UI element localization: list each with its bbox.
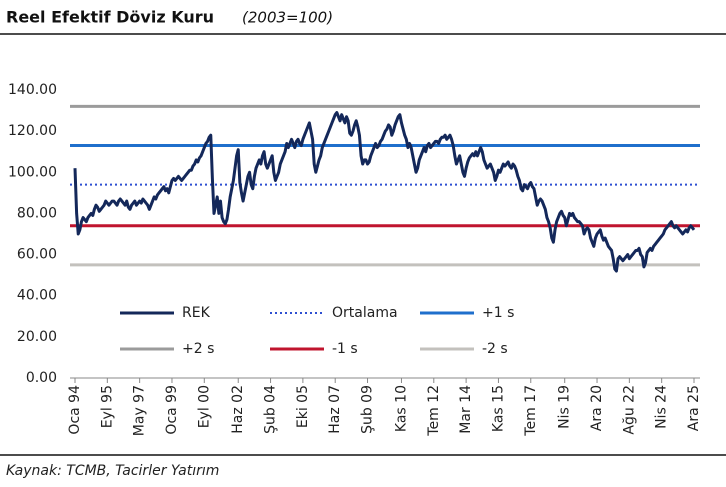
x-tick-label: Oca 94: [67, 385, 83, 435]
x-tick-label: Ağu 22: [621, 385, 637, 435]
y-tick-label: 40.00: [17, 288, 57, 304]
legend-label: +1 s: [482, 305, 514, 321]
y-tick-label: 20.00: [17, 329, 57, 345]
y-tick-label: 140.00: [8, 82, 57, 98]
x-tick-label: Haz 07: [327, 385, 343, 434]
legend-label: -1 s: [332, 341, 358, 357]
y-tick-label: 60.00: [17, 247, 57, 263]
x-tick-label: Nis 24: [654, 385, 670, 429]
y-tick-label: 120.00: [8, 123, 57, 139]
legend-label: -2 s: [482, 341, 508, 357]
legend-label: REK: [182, 305, 211, 321]
x-tick-label: Şub 04: [263, 385, 279, 434]
y-tick-label: 0.00: [26, 370, 57, 386]
x-tick-label: Ara 25: [686, 385, 702, 431]
series-line: [73, 111, 696, 273]
y-tick-label: 80.00: [17, 205, 57, 221]
x-tick-label: Oca 99: [164, 385, 180, 435]
x-tick-label: Haz 02: [230, 385, 246, 434]
chart-title-note: (2003=100): [242, 9, 333, 27]
source-note: Kaynak: TCMB, Tacirler Yatırım: [6, 463, 219, 479]
chart-title: Reel Efektif Döviz Kuru: [6, 8, 214, 27]
x-tick-label: Eyl 95: [99, 385, 115, 428]
x-tick-label: Tem 12: [426, 385, 442, 437]
x-tick-label: Ara 20: [589, 385, 605, 431]
x-tick-label: Kas 10: [393, 385, 409, 432]
x-tick-label: Kas 15: [490, 385, 506, 432]
y-tick-label: 100.00: [8, 164, 57, 180]
x-tick-label: May 97: [132, 385, 148, 436]
legend-label: +2 s: [182, 341, 214, 357]
legend-label: Ortalama: [332, 305, 398, 321]
x-tick-label: Şub 09: [360, 385, 376, 434]
x-tick-label: Mar 14: [458, 385, 474, 434]
x-tick-label: Eki 05: [295, 385, 311, 428]
x-tick-label: Eyl 00: [196, 385, 212, 428]
x-tick-label: Nis 19: [557, 385, 573, 429]
x-tick-label: Tem 17: [523, 385, 539, 437]
